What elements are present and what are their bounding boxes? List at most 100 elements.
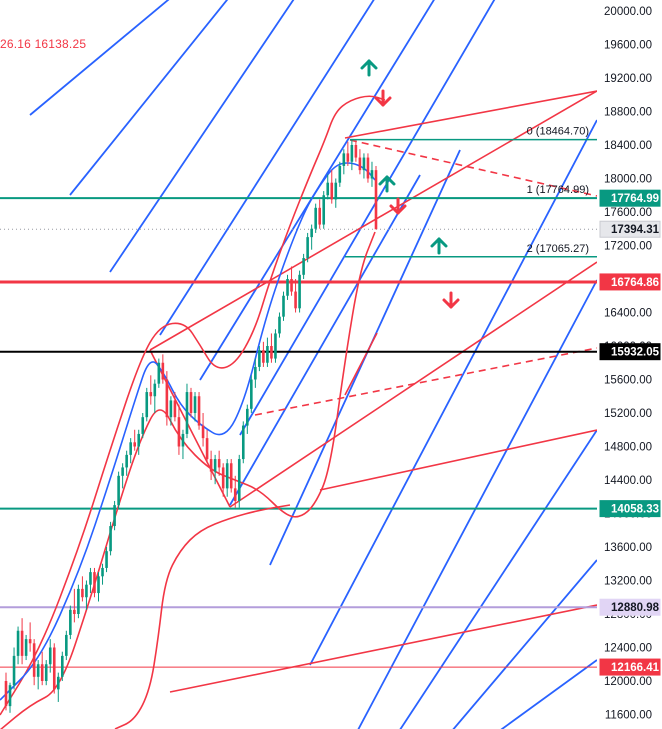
band-curve	[0, 162, 376, 701]
tick-label: 11600.00	[605, 710, 652, 722]
candle-body	[40, 664, 44, 681]
candle-body	[73, 609, 76, 614]
candle-body	[4, 681, 8, 707]
candle-body	[374, 170, 378, 230]
blue-channel-lines	[29, 0, 597, 729]
candle-body	[117, 475, 120, 506]
candle-body	[129, 442, 132, 455]
candle-body	[205, 438, 209, 460]
tick-label: 18000.00	[604, 174, 652, 186]
candle-body	[282, 295, 285, 317]
candle-body	[354, 145, 358, 158]
channel-line	[159, 0, 375, 336]
candlesticks	[4, 139, 378, 713]
candle-body	[89, 572, 92, 585]
candle-body	[362, 157, 366, 171]
candle-body	[221, 467, 225, 489]
candle-body	[201, 425, 205, 439]
candle-body	[141, 417, 145, 434]
price-tag	[599, 500, 661, 518]
candle-body	[197, 396, 201, 426]
signal-arrows	[360, 59, 460, 309]
candle-body	[262, 350, 265, 363]
candle-body	[274, 333, 277, 359]
channel-line	[399, 429, 597, 729]
candle-body	[48, 647, 52, 665]
channel-line	[239, 0, 496, 436]
candle-body	[241, 425, 245, 460]
candle-body	[36, 664, 40, 677]
tick-label: 16400.00	[604, 308, 652, 320]
fib-label: 0 (18464.70)	[527, 126, 589, 138]
tick-label: 17200.00	[604, 241, 652, 253]
tick-label: 18400.00	[604, 140, 652, 152]
trend-line	[349, 139, 597, 197]
price-tag	[599, 220, 661, 238]
tick-label: 13200.00	[604, 576, 652, 588]
candle-body	[20, 630, 24, 656]
candle-body	[32, 643, 36, 677]
price-tag-label: 12880.98	[611, 602, 660, 614]
channel-line	[309, 119, 597, 666]
candle-body	[322, 195, 326, 225]
channel-line	[452, 559, 597, 729]
price-tag	[599, 343, 661, 361]
price-tag-label: 14058.33	[611, 504, 659, 516]
candle-body	[101, 567, 104, 577]
candle-body	[229, 463, 233, 489]
trend-line	[344, 90, 597, 139]
candle-body	[258, 350, 261, 367]
tick-label: 14400.00	[604, 475, 652, 487]
price-tag-label: 12166.41	[611, 662, 660, 674]
candle-body	[161, 362, 165, 380]
candle-body	[61, 655, 64, 677]
trend-line	[254, 347, 597, 416]
candle-body	[366, 157, 370, 179]
candle-body	[85, 584, 88, 598]
trend-line	[344, 332, 378, 396]
candle-body	[225, 463, 229, 489]
trend-line	[169, 604, 597, 693]
candle-body	[69, 609, 72, 635]
tick-label: 18800.00	[604, 107, 652, 119]
candle-body	[56, 676, 60, 690]
channel-line	[500, 659, 597, 729]
band-curve	[0, 231, 376, 729]
candle-body	[370, 170, 374, 179]
candle-body	[149, 392, 153, 397]
candle-body	[153, 383, 157, 397]
candle-body	[145, 392, 149, 418]
candle-body	[105, 551, 108, 568]
price-tag-label: 17394.31	[611, 224, 660, 236]
candle-body	[81, 588, 84, 598]
price-tag	[599, 598, 661, 616]
candle-body	[342, 153, 346, 166]
channel-line	[109, 0, 295, 273]
tick-label: 19200.00	[604, 73, 652, 85]
candle-body	[93, 572, 96, 594]
candle-body	[169, 400, 173, 418]
up-arrow-head	[378, 175, 396, 186]
candle-body	[237, 459, 241, 501]
candle-body	[24, 639, 28, 656]
candle-body	[97, 576, 100, 594]
candle-body	[65, 634, 68, 656]
fib-label: 2 (17065.27)	[527, 243, 589, 255]
candle-body	[173, 400, 177, 418]
up-arrow-head	[360, 59, 378, 70]
horizontal-levels	[0, 197, 597, 668]
candle-body	[52, 647, 56, 690]
candle-body	[358, 157, 362, 171]
candle-body	[346, 153, 350, 162]
candle-body	[286, 279, 289, 296]
candle-body	[254, 366, 257, 380]
candle-body	[310, 228, 313, 238]
candle-body	[193, 396, 197, 413]
candle-body	[16, 630, 20, 656]
up-arrow-head	[430, 237, 448, 248]
candle-body	[8, 685, 12, 707]
band-curve	[114, 504, 291, 729]
fib-label: 1 (17764.99)	[527, 184, 589, 196]
candle-body	[270, 346, 273, 359]
